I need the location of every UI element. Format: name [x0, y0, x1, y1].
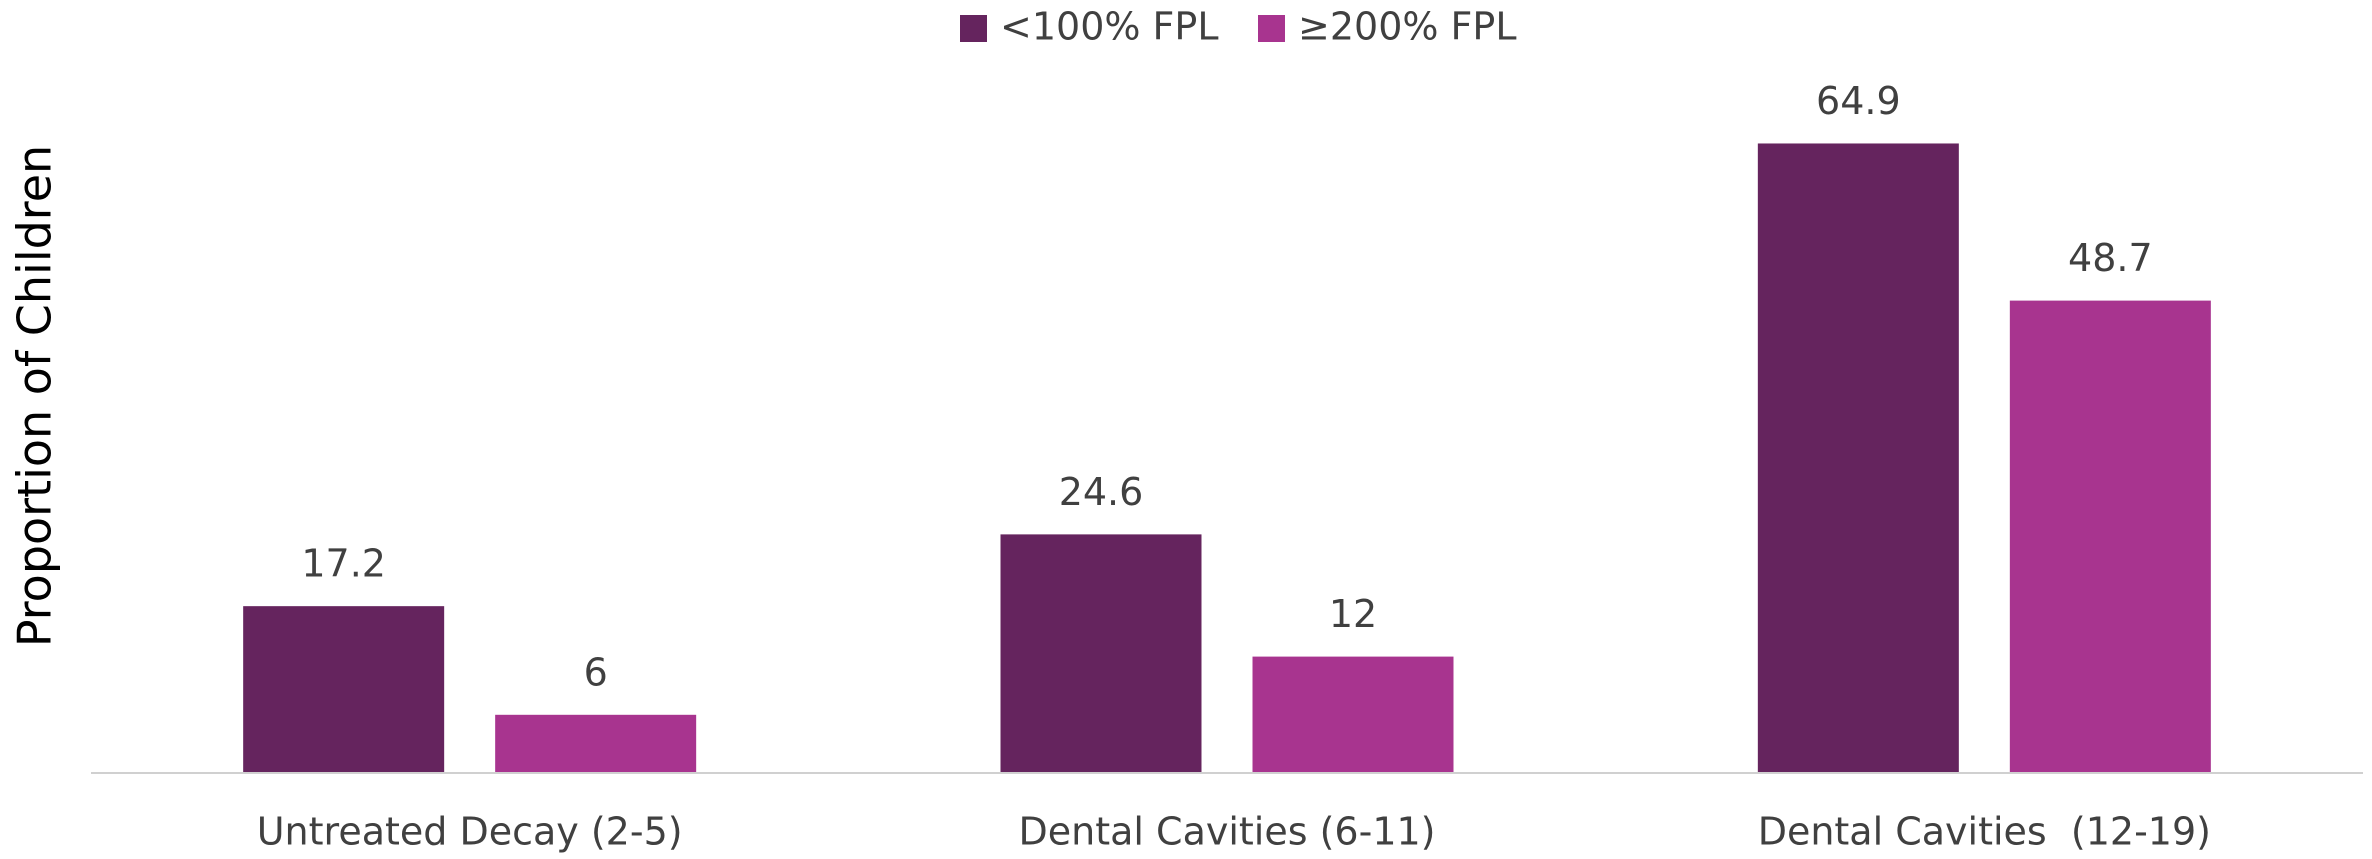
data-label: 64.9: [1816, 79, 1901, 123]
x-tick-label: Dental Cavities (12-19): [1758, 810, 2211, 854]
bar: [1252, 656, 1454, 773]
data-label: 24.6: [1059, 470, 1144, 514]
y-axis-title: Proportion of Children: [8, 145, 62, 647]
data-label: 12: [1329, 592, 1377, 636]
x-tick-label: Untreated Decay (2-5): [257, 810, 683, 854]
bar: [495, 714, 697, 773]
legend-label: <100% FPL: [1000, 5, 1219, 49]
legend-label: ≥200% FPL: [1298, 5, 1517, 49]
legend-swatch: [1258, 15, 1285, 42]
data-label: 6: [584, 650, 608, 694]
bar: [2009, 300, 2211, 773]
bar: [243, 606, 445, 773]
bar: [1757, 143, 1959, 774]
legend-swatch: [960, 15, 987, 42]
bar: [1000, 534, 1202, 773]
x-tick-label: Dental Cavities (6-11): [1018, 810, 1435, 854]
data-label: 17.2: [301, 542, 386, 586]
data-label: 48.7: [2068, 236, 2153, 280]
